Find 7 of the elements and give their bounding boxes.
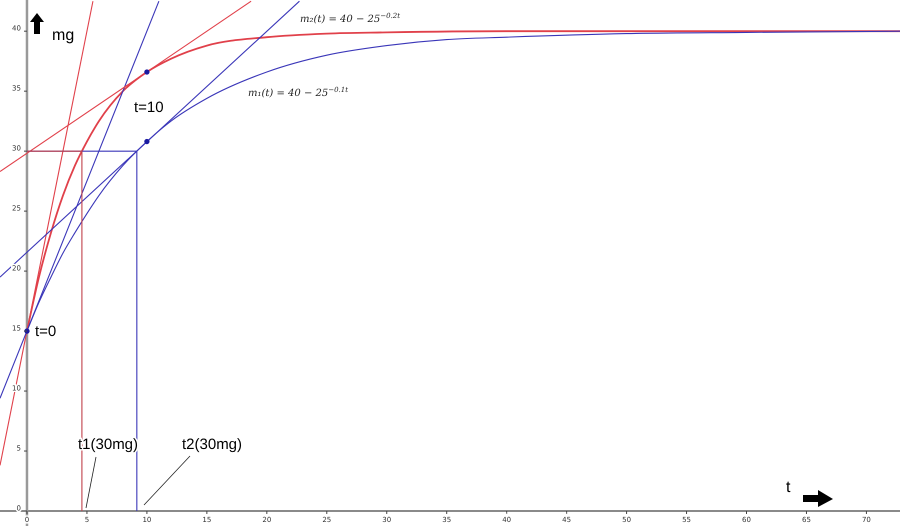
annotation: t2(30mg) — [182, 436, 242, 453]
y-axis-title: mg — [52, 27, 74, 44]
annotation: t=0 — [34, 323, 56, 340]
x-axis-title: t — [786, 479, 791, 496]
annotation: t=10 — [134, 99, 164, 116]
series-label: m₂(t) = 40 − 25$^{−0.2t}$ — [300, 12, 400, 25]
series-label: m₁(t) = 40 − 25$^{−0.1t}$ — [248, 86, 348, 99]
